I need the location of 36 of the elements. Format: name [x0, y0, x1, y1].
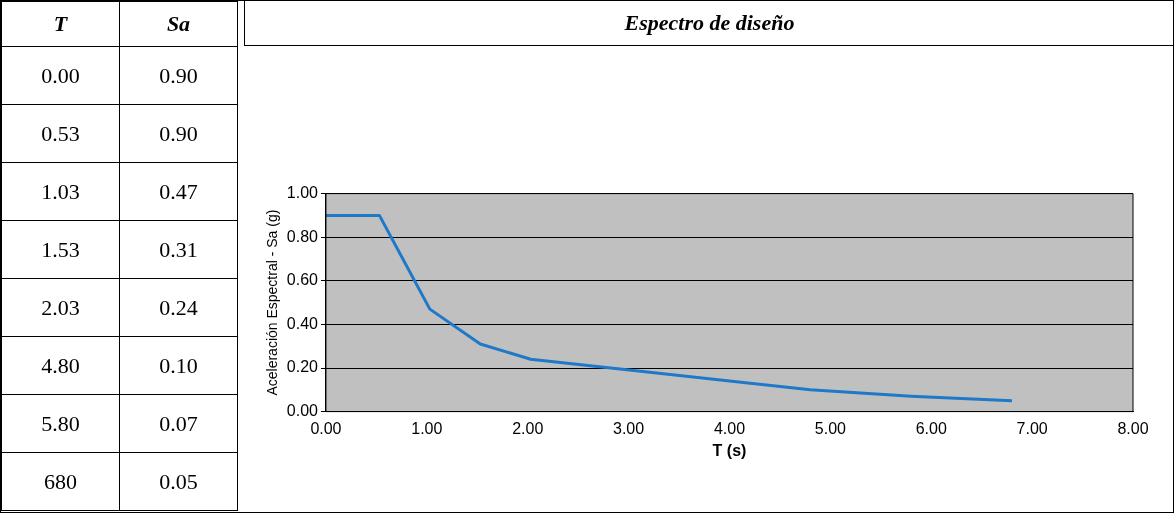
- x-tick-label: 0.00: [310, 419, 342, 437]
- x-tick-label: 3.00: [613, 419, 645, 437]
- text: 0.90: [119, 46, 238, 105]
- x-axis-title: T (s): [712, 441, 747, 459]
- y-tick-label: 0.80: [286, 227, 319, 245]
- text: 2.03: [1, 278, 120, 337]
- y-tick-label: 0.00: [286, 402, 319, 420]
- text: 680: [1, 452, 120, 511]
- text: T: [1, 1, 120, 47]
- y-axis-title: Aceleración Espectral - Sa (g): [264, 209, 281, 396]
- y-tick-label: 1.00: [286, 184, 319, 202]
- text: 0.31: [119, 220, 238, 279]
- x-tick-label: 6.00: [915, 419, 947, 437]
- text: 0.47: [119, 162, 238, 221]
- text: 0.90: [119, 104, 238, 163]
- x-tick-label: 2.00: [512, 419, 544, 437]
- x-tick-label: 7.00: [1016, 419, 1048, 437]
- text: Sa: [119, 1, 238, 47]
- chart-title: Espectro de diseño: [244, 1, 1174, 46]
- x-tick-label: 1.00: [411, 419, 443, 437]
- text: 5.80: [1, 394, 120, 453]
- text: 0.10: [119, 336, 238, 395]
- y-tick-label: 0.40: [286, 314, 319, 332]
- text: 4.80: [1, 336, 120, 395]
- y-tick-label: 0.60: [286, 271, 319, 289]
- text: 0.24: [119, 278, 238, 337]
- x-tick-label: 5.00: [814, 419, 847, 437]
- text: 1.53: [1, 220, 120, 279]
- text: 0.00: [1, 46, 120, 105]
- text: 0.53: [1, 104, 120, 163]
- text: 0.07: [119, 394, 238, 453]
- text: 0.05: [119, 452, 238, 511]
- text: 1.03: [1, 162, 120, 221]
- x-tick-label: 4.00: [713, 419, 746, 437]
- y-tick-label: 0.20: [286, 358, 319, 376]
- x-tick-label: 8.00: [1117, 419, 1149, 437]
